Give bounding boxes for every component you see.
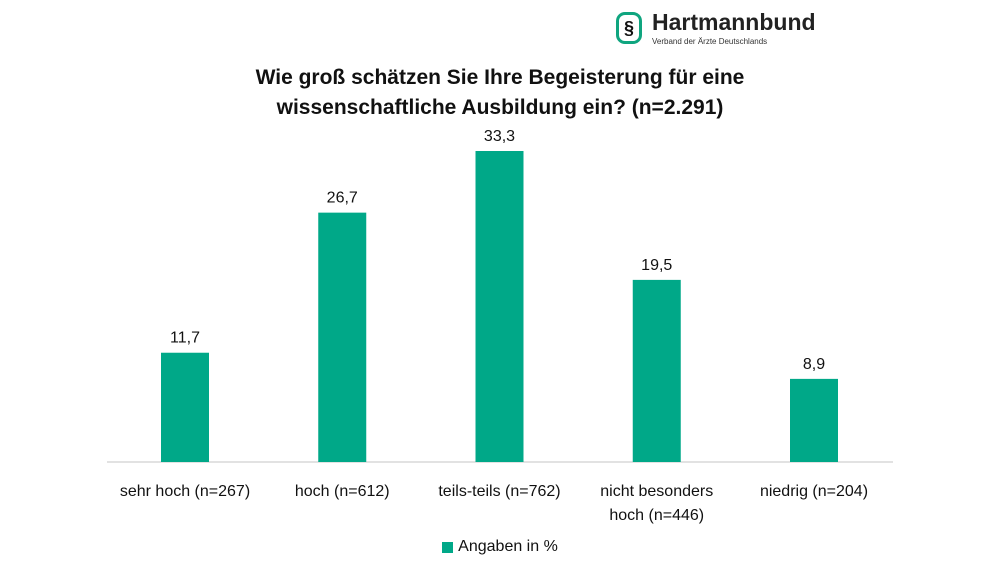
legend-swatch [442,541,454,553]
x-tick-label: niedrig (n=204) [760,483,868,500]
x-tick-label: hoch (n=446) [609,507,704,524]
x-tick-label: sehr hoch (n=267) [120,483,250,500]
chart-title-line-1: Wie groß schätzen Sie Ihre Begeisterung … [255,66,745,89]
hartmannbund-logo: § Hartmannbund Verband der Ärzte Deutsch… [616,10,816,46]
bar [790,378,838,462]
chart-title: Wie groß schätzen Sie Ihre Begeisterung … [0,63,1000,123]
legend-label: Angaben in % [458,538,558,555]
data-label: 19,5 [641,257,672,274]
bar [632,279,681,462]
data-label: 33,3 [484,128,515,145]
x-tick-label: teils-teils (n=762) [438,483,560,500]
bar [161,352,209,462]
logo-name: Hartmannbund [652,9,816,35]
legend: Angaben in % [0,538,1000,556]
bar [318,212,367,462]
data-label: 26,7 [327,190,358,207]
data-label: 11,7 [170,330,200,347]
chart-title-line-2: wissenschaftliche Ausbildung ein? (n=2.2… [276,96,724,119]
bar [475,151,524,462]
aesculapian-staff-icon: § [616,12,642,44]
x-tick-label: nicht besonders [600,483,713,500]
data-label: 8,9 [803,356,825,373]
logo-subtitle: Verband der Ärzte Deutschlands [652,37,768,46]
x-tick-label: hoch (n=612) [295,483,390,500]
